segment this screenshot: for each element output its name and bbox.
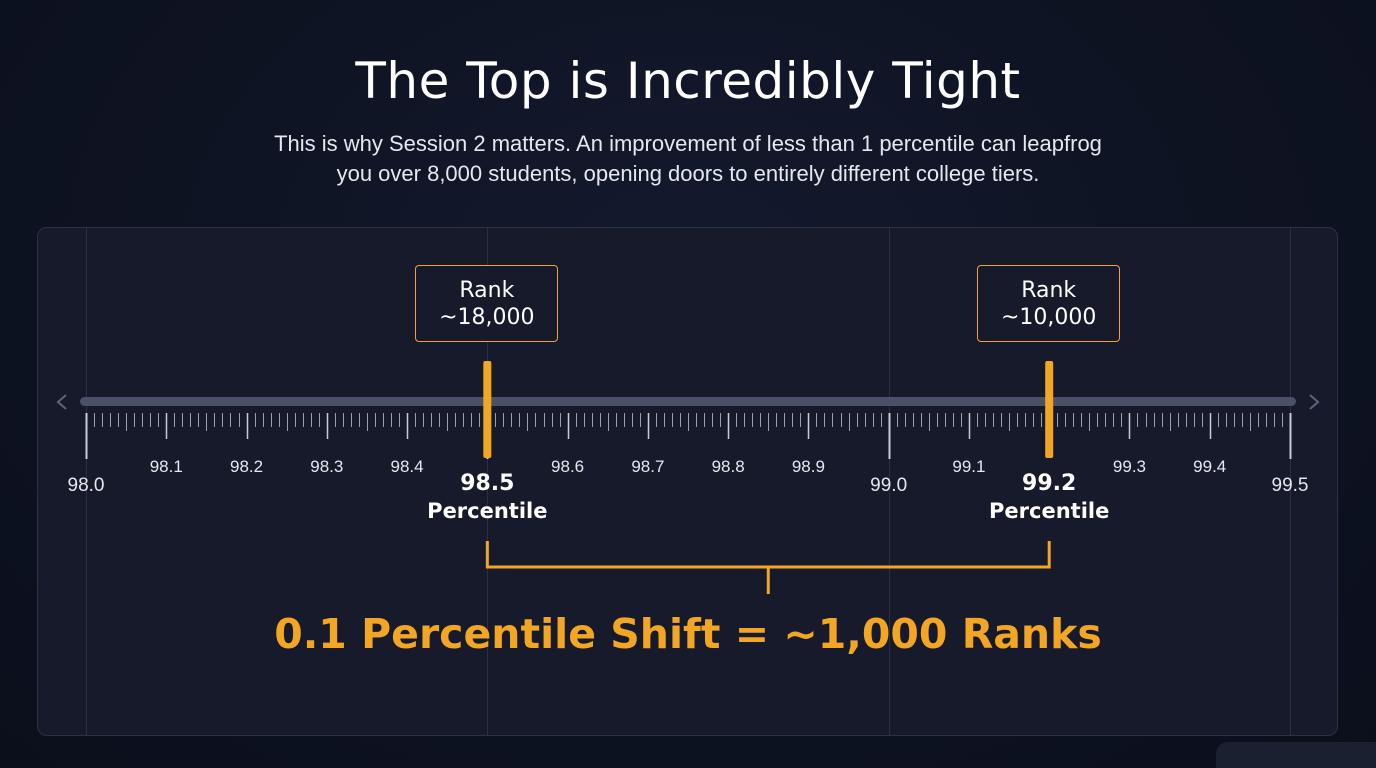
tick-label: 98.0 [68, 475, 105, 496]
chevron-left-icon[interactable] [56, 394, 67, 410]
marker-line [1045, 361, 1054, 458]
marker-lines [483, 361, 1054, 458]
rank-label: Rank [1021, 277, 1077, 303]
tick-label: 99.4 [1193, 457, 1226, 476]
marker-label-1: 98.5 Percentile [407, 471, 567, 525]
tick-label: 98.6 [551, 457, 584, 476]
tick-label: 98.2 [230, 457, 263, 476]
tick-label: 99.5 [1272, 475, 1309, 496]
chevron-right-icon[interactable] [1309, 394, 1320, 410]
scale-panel [37, 227, 1338, 736]
tick-labels: 98.1 98.2 98.3 98.4 98.6 98.7 98.8 98.9 99.1 99.3… [68, 457, 1309, 496]
tick-label: 98.4 [391, 457, 424, 476]
rank-label: Rank [459, 277, 515, 303]
tick-label: 99.3 [1113, 457, 1146, 476]
shift-caption: 0.1 Percentile Shift = ~1,000 Ranks [274, 610, 1102, 658]
marker-unit: Percentile [989, 499, 1110, 523]
subtitle-line-2: you over 8,000 students, opening doors t… [336, 161, 1040, 186]
corner-decoration [1216, 742, 1376, 768]
marker-unit: Percentile [427, 499, 548, 523]
tick-label: 98.9 [792, 457, 825, 476]
rank-callout-2: Rank ~10,000 [977, 265, 1121, 342]
rank-value: ~18,000 [439, 304, 535, 330]
tick-label: 99.0 [870, 475, 907, 496]
marker-line [483, 361, 492, 458]
tick-label: 98.7 [631, 457, 664, 476]
bracket-line [485, 541, 1051, 569]
tick-marks [85, 413, 1292, 459]
rank-callout-1: Rank ~18,000 [415, 265, 559, 342]
scale-track [80, 397, 1296, 406]
tick-label: 98.8 [712, 457, 745, 476]
rank-value: ~10,000 [1000, 304, 1097, 330]
page-title: The Top is Incredibly Tight [355, 52, 1021, 110]
subtitle-line-1: This is why Session 2 matters. An improv… [274, 131, 1102, 156]
marker-label-2: 99.2 Percentile [969, 471, 1129, 525]
marker-value: 98.5 [460, 471, 515, 496]
tick-label: 99.1 [952, 457, 985, 476]
page-subtitle: This is why Session 2 matters. An improv… [188, 129, 1188, 189]
marker-value: 99.2 [1022, 471, 1077, 496]
tick-label: 98.3 [310, 457, 343, 476]
tick-label: 98.1 [150, 457, 183, 476]
shift-bracket [485, 541, 1051, 594]
